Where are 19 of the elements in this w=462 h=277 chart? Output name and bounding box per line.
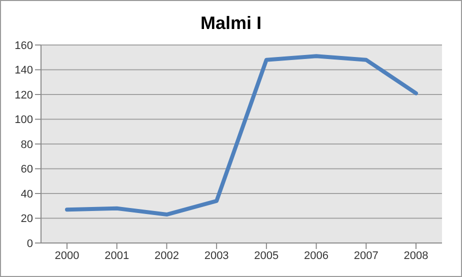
x-tick-label: 2006 <box>304 250 329 262</box>
line-series <box>65 54 418 217</box>
x-tick-label: 2007 <box>354 250 378 262</box>
y-tick-label: 80 <box>20 138 33 151</box>
y-tick-label: 20 <box>20 213 33 226</box>
y-tick-label: 140 <box>14 64 33 77</box>
y-tick-label: 100 <box>14 114 33 126</box>
x-tick-label: 2008 <box>404 250 428 262</box>
chart-title: Malmi I <box>199 13 262 35</box>
y-tick-label: 60 <box>20 164 33 176</box>
y-tick-label: 40 <box>20 188 33 200</box>
x-tick-label: 2001 <box>104 250 130 262</box>
y-tick-label: 120 <box>14 89 33 102</box>
x-tick-label: 2003 <box>204 250 229 262</box>
y-tick-label: 0 <box>26 238 33 250</box>
x-tick-label: 2005 <box>254 250 279 262</box>
x-tick-label: 2002 <box>154 250 179 262</box>
y-tick-label: 160 <box>14 40 33 52</box>
x-tick-label: 2000 <box>54 250 80 262</box>
